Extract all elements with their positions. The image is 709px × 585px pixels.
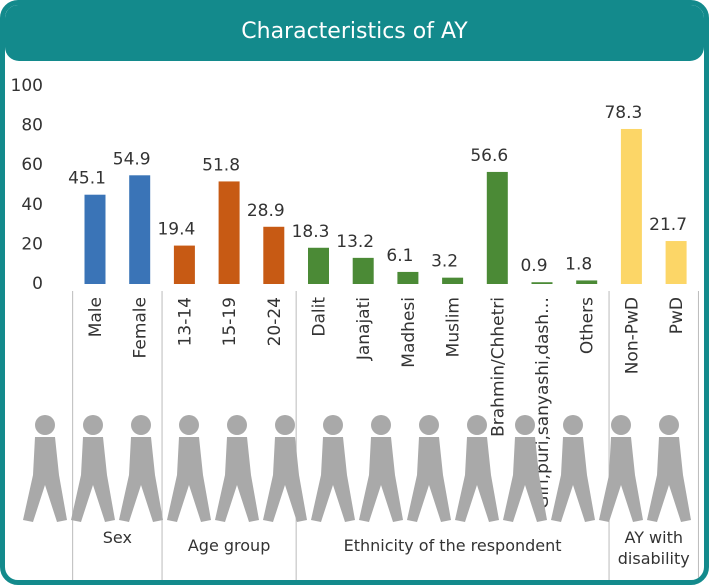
silhouette-head [467, 415, 487, 435]
x-tick-label: Male [86, 297, 106, 337]
silhouette-head [611, 415, 631, 435]
x-tick-label: 15-19 [220, 297, 240, 346]
chart-title: Characteristics of AY [5, 5, 704, 61]
x-tick-label: Dalit [310, 297, 330, 337]
y-tick-label: 0 [32, 274, 43, 294]
silhouette-body [263, 437, 307, 522]
x-tick-label: PwD [667, 297, 687, 334]
group-label: Age group [187, 536, 271, 555]
bar [486, 171, 508, 284]
x-tick-label: Janajati [354, 297, 374, 361]
value-label: 13.2 [336, 232, 374, 252]
value-label: 54.9 [113, 149, 151, 169]
silhouette-body [455, 437, 499, 522]
silhouette-head [35, 415, 55, 435]
silhouette-head [659, 415, 679, 435]
value-label: 1.8 [565, 254, 592, 274]
silhouette-body [167, 437, 211, 522]
y-tick-label: 100 [11, 76, 43, 96]
silhouette-head [515, 415, 535, 435]
value-label: 45.1 [68, 169, 106, 189]
silhouette-body [311, 437, 355, 522]
value-label: 28.9 [247, 201, 285, 221]
y-tick-label: 80 [21, 116, 43, 136]
x-tick-label: Female [131, 297, 151, 358]
bar [620, 128, 642, 284]
bar [173, 245, 195, 284]
silhouette-head [323, 415, 343, 435]
silhouette-body [599, 437, 643, 522]
y-tick-label: 40 [21, 195, 43, 215]
x-tick-label: 20-24 [265, 297, 285, 346]
bar [308, 247, 329, 284]
bar [397, 271, 419, 284]
x-tick-label: Non-PwD [622, 297, 642, 374]
silhouette-head [563, 415, 583, 435]
silhouette-body [359, 437, 403, 522]
silhouette-head [419, 415, 439, 435]
silhouette-body [71, 437, 115, 522]
x-tick-label: Others [578, 297, 598, 354]
bar [531, 282, 553, 284]
group-label: AY with disability [617, 528, 690, 568]
bar [576, 280, 598, 284]
bar [84, 194, 106, 284]
x-tick-label: Giri,puri,sanyashi,dash… [533, 297, 553, 509]
group-label: Ethnicity of the respondent [343, 536, 562, 555]
silhouette-body [119, 437, 163, 522]
silhouette-head [179, 415, 199, 435]
bar [352, 257, 374, 284]
bar [218, 181, 240, 284]
value-label: 6.1 [386, 246, 413, 266]
value-label: 21.7 [649, 215, 687, 235]
silhouette-head [275, 415, 295, 435]
silhouette-body [407, 437, 451, 522]
x-tick-label: Brahmin/Chhetri [488, 297, 508, 437]
value-label: 78.3 [604, 103, 642, 123]
value-label: 19.4 [157, 220, 195, 240]
value-label: 0.9 [520, 256, 547, 276]
value-label: 3.2 [431, 252, 458, 272]
silhouette-head [371, 415, 391, 435]
bar [442, 277, 464, 284]
value-label: 56.6 [470, 146, 508, 166]
chart: 0 20 40 60 80 100 45.1 Male 54.9 Female 19.4 13-14 5… [11, 76, 699, 580]
group-label: Sex [102, 528, 132, 547]
y-tick-label: 60 [21, 155, 43, 175]
value-label: 18.3 [292, 222, 330, 242]
bar [665, 241, 687, 284]
silhouette-body [215, 437, 259, 522]
bar [129, 175, 151, 284]
silhouette-head [227, 415, 247, 435]
y-tick-label: 20 [21, 234, 43, 254]
x-tick-label: Madhesi [399, 297, 419, 368]
silhouette-head [131, 415, 151, 435]
x-tick-label: 13-14 [175, 297, 195, 346]
bar [263, 226, 285, 284]
silhouette-body [23, 437, 67, 522]
silhouette-body [551, 437, 595, 522]
silhouette-head [83, 415, 103, 435]
silhouette-body [503, 437, 547, 522]
x-tick-label: Muslim [444, 297, 464, 357]
value-label: 51.8 [202, 155, 240, 175]
silhouette-body [647, 437, 691, 522]
